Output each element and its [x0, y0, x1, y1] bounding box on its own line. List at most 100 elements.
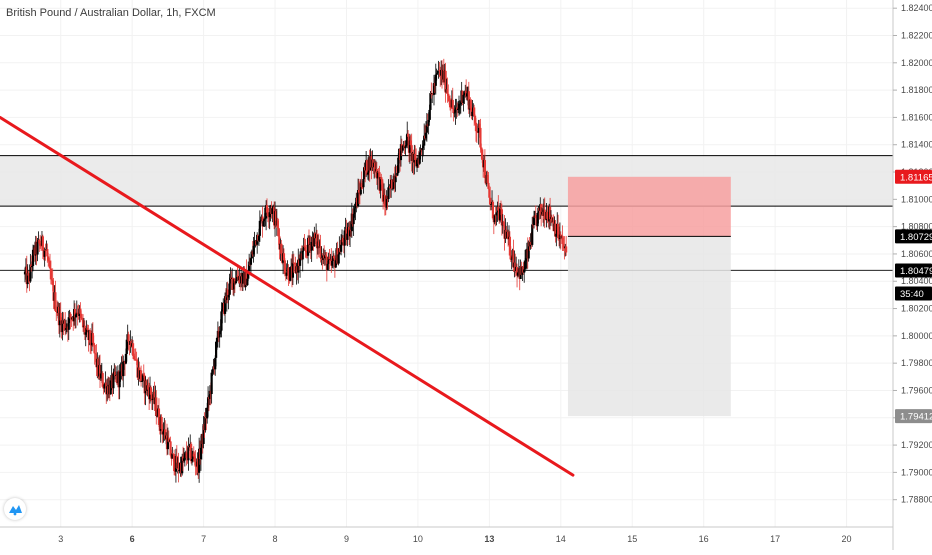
candle-body [379, 177, 382, 191]
candle-body [181, 456, 184, 474]
candle-body [557, 223, 560, 239]
candle-body [359, 183, 362, 195]
candle-body [510, 258, 513, 260]
candle-body [459, 101, 462, 104]
candle-body [206, 397, 210, 408]
price-tag-label: 1.81165 [900, 172, 932, 183]
price-tick-label: 1.80800 [901, 222, 932, 232]
price-tag-label: 1.80479 [900, 266, 932, 277]
candle-body [156, 415, 159, 417]
candle-body [546, 211, 549, 219]
candle-body [304, 246, 307, 251]
candle-body [134, 359, 137, 361]
candle-body [69, 313, 72, 319]
candle-body [274, 211, 278, 226]
candle-body [131, 343, 135, 356]
candle-body [74, 314, 78, 318]
candle-body [457, 103, 461, 109]
candle-body [246, 278, 249, 286]
candle-body [185, 452, 188, 459]
time-tick-label: 6 [130, 534, 135, 544]
candle-body [67, 317, 70, 330]
candle-body [285, 272, 288, 276]
time-tick-label: 3 [58, 534, 63, 544]
candle-body [365, 160, 369, 175]
price-tag-box [895, 263, 932, 278]
candle-body [54, 292, 57, 311]
candle-body [385, 196, 388, 208]
candle-body [317, 241, 320, 249]
candle-body [489, 197, 492, 205]
candle-body [132, 355, 136, 360]
candle-body [47, 256, 50, 261]
candle-body [555, 233, 558, 237]
candle-body [488, 188, 491, 198]
candle-body [476, 132, 479, 134]
candle-body [363, 166, 366, 179]
candle-body [561, 235, 564, 244]
candle-body [195, 466, 198, 468]
candle-body [39, 245, 43, 247]
candle-body [328, 256, 331, 260]
candle-body [118, 371, 121, 388]
candle-body [425, 123, 428, 133]
candle-body [228, 283, 231, 296]
candle-body [142, 374, 145, 376]
tradingview-logo-icon[interactable] [4, 498, 26, 520]
price-tick-label: 1.81800 [901, 85, 932, 95]
candle-body [91, 333, 94, 343]
price-tick-label: 1.82000 [901, 58, 932, 68]
candle-body [479, 127, 482, 148]
candle-body [423, 135, 426, 146]
candle-body [241, 273, 244, 284]
candle-body [208, 390, 211, 400]
candle-body [354, 206, 357, 209]
trendline-layer[interactable] [0, 115, 575, 477]
candle-body [452, 108, 455, 114]
candle-body [298, 258, 302, 266]
candle-body [499, 208, 503, 210]
candle-body [524, 257, 528, 262]
candle-body [112, 373, 115, 389]
candle-body [340, 244, 343, 252]
candle-body [175, 455, 178, 469]
candle-body [160, 416, 163, 430]
candle-body [447, 93, 450, 96]
candle-body [30, 264, 33, 268]
time-tick-label: 7 [201, 534, 206, 544]
candle-body [125, 339, 128, 354]
candle-body [80, 313, 83, 319]
tradingview-logo-glyph [9, 505, 22, 516]
candle-body [44, 250, 47, 252]
candle-body [41, 236, 44, 251]
candle-body [562, 243, 565, 248]
candle-body [177, 462, 180, 472]
candle-body [353, 208, 356, 215]
candle-body [418, 152, 421, 164]
short-position-tool[interactable] [567, 176, 731, 417]
candle-body [446, 89, 449, 94]
candle-body [429, 93, 432, 110]
candle-body [554, 223, 557, 237]
candle-body [211, 369, 214, 373]
candle-body [214, 357, 217, 370]
candle-body [481, 149, 484, 160]
candle-body [171, 453, 174, 459]
time-tick-label: 15 [627, 534, 637, 544]
candle-body [327, 256, 330, 264]
candle-body [305, 250, 308, 253]
candle-body [352, 214, 355, 225]
candle-body [483, 160, 486, 179]
candle-body [543, 209, 546, 220]
candle-body [475, 131, 478, 133]
price-tag-box [895, 169, 932, 184]
candle-body [23, 271, 27, 275]
candle-body [49, 268, 53, 280]
candle-body [235, 275, 238, 282]
candle-body [289, 267, 292, 281]
price-tick-label: 1.81600 [901, 112, 932, 122]
time-axis[interactable]: 3 6 7 8 9 10 13 14 15 16 17 20 [0, 526, 893, 544]
candle-body [83, 325, 86, 335]
